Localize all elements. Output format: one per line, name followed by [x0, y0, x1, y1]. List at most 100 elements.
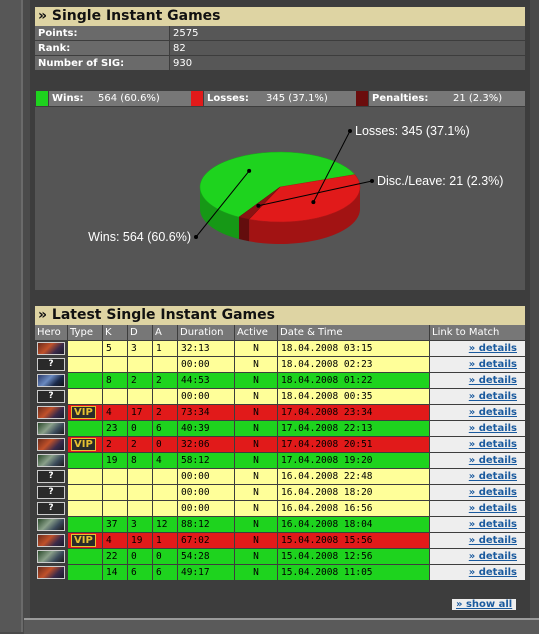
hero-portrait-icon: [37, 374, 65, 387]
hero-cell: [35, 565, 67, 580]
hero-portrait-icon: [37, 566, 65, 579]
pie-leader-line: [258, 180, 373, 207]
date-cell: 18.04.2008 00:35: [278, 389, 429, 404]
hero-cell: [35, 405, 67, 420]
vip-badge: VIP: [71, 406, 96, 419]
details-cell: » details: [430, 421, 525, 436]
deaths-cell: 0: [128, 549, 152, 564]
chart-legend: Wins: 564 (60.6%) Losses: 345 (37.1%) Pe…: [35, 91, 525, 107]
table-row: ? 00:00 N 18.04.2008 02:23 » details: [35, 357, 525, 372]
hero-portrait-icon: [37, 550, 65, 563]
deaths-cell: 6: [128, 565, 152, 580]
col-duration: Duration: [178, 325, 234, 340]
active-cell: N: [235, 485, 277, 500]
hero-portrait-icon: [37, 342, 65, 355]
penalties-swatch: [356, 91, 368, 106]
details-link[interactable]: » details: [468, 567, 517, 578]
details-cell: » details: [430, 565, 525, 580]
stats-table: Points: 2575 Rank: 82 Number of SIG: 930: [34, 25, 526, 71]
pie-label: Disc./Leave: 21 (2.3%): [377, 174, 503, 188]
stats-row: Points: 2575: [35, 26, 525, 40]
date-cell: 16.04.2008 18:20: [278, 485, 429, 500]
details-cell: » details: [430, 485, 525, 500]
kills-cell: 4: [103, 405, 127, 420]
deaths-cell: 19: [128, 533, 152, 548]
pie-label: Losses: 345 (37.1%): [355, 124, 470, 138]
details-link[interactable]: » details: [468, 407, 517, 418]
deaths-cell: 3: [128, 341, 152, 356]
kills-cell: 5: [103, 341, 127, 356]
type-cell: [68, 549, 102, 564]
pie-leader-dot: [370, 179, 374, 183]
assists-cell: [153, 389, 177, 404]
details-cell: » details: [430, 437, 525, 452]
type-cell: VIP: [68, 405, 102, 420]
active-cell: N: [235, 453, 277, 468]
date-cell: 17.04.2008 20:51: [278, 437, 429, 452]
kills-cell: 2: [103, 437, 127, 452]
details-link[interactable]: » details: [468, 535, 517, 546]
legend-penalties-value: 21 (2.3%): [450, 91, 525, 106]
kills-cell: 19: [103, 453, 127, 468]
pie-leader-dot: [194, 235, 198, 239]
details-link[interactable]: » details: [468, 503, 517, 514]
table-row: 37 3 12 88:12 N 16.04.2008 18:04 » details: [35, 517, 525, 532]
details-link[interactable]: » details: [468, 487, 517, 498]
type-cell: [68, 485, 102, 500]
hero-cell: [35, 517, 67, 532]
pie-side-2: [238, 217, 250, 242]
active-cell: N: [235, 437, 277, 452]
duration-cell: 54:28: [178, 549, 234, 564]
pie-leader-line: [195, 170, 250, 238]
deaths-cell: 17: [128, 405, 152, 420]
active-cell: N: [235, 421, 277, 436]
hero-cell: ?: [35, 485, 67, 500]
kills-cell: 4: [103, 533, 127, 548]
date-cell: 17.04.2008 19:20: [278, 453, 429, 468]
active-cell: N: [235, 517, 277, 532]
stat-value: 930: [170, 56, 525, 70]
kills-cell: 22: [103, 549, 127, 564]
duration-cell: 73:34: [178, 405, 234, 420]
assists-cell: 1: [153, 533, 177, 548]
details-link[interactable]: » details: [468, 391, 517, 402]
table-row: 14 6 6 49:17 N 15.04.2008 11:05» details: [35, 565, 525, 580]
pie-leader-dot: [348, 129, 352, 133]
duration-cell: 58:12: [178, 453, 234, 468]
kills-cell: [103, 501, 127, 516]
active-cell: N: [235, 501, 277, 516]
kills-cell: 14: [103, 565, 127, 580]
bottom-scroll-bar: [24, 618, 539, 634]
details-link[interactable]: » details: [468, 343, 517, 354]
hero-cell: [35, 421, 67, 436]
hero-cell: [35, 533, 67, 548]
pie-leader-dot: [311, 200, 316, 205]
show-all-link[interactable]: » show all: [452, 599, 517, 610]
active-cell: N: [235, 341, 277, 356]
table-row: 19 8 4 58:12 N 17.04.2008 19:20 » details: [35, 453, 525, 468]
assists-cell: 0: [153, 549, 177, 564]
details-link[interactable]: » details: [468, 375, 517, 386]
assists-cell: 0: [153, 437, 177, 452]
details-link[interactable]: » details: [468, 471, 517, 482]
legend-losses-label: Losses:: [204, 91, 264, 106]
stats-row: Number of SIG: 930: [35, 56, 525, 70]
hero-portrait-icon: [37, 438, 65, 451]
details-link[interactable]: » details: [468, 423, 517, 434]
details-link[interactable]: » details: [468, 439, 517, 450]
date-cell: 17.04.2008 22:13: [278, 421, 429, 436]
type-cell: [68, 421, 102, 436]
duration-cell: 88:12: [178, 517, 234, 532]
details-link[interactable]: » details: [468, 519, 517, 530]
details-link[interactable]: » details: [468, 359, 517, 370]
table-row: ? 00:00 N 16.04.2008 18:20 » details: [35, 485, 525, 500]
hero-cell: [35, 453, 67, 468]
type-cell: [68, 373, 102, 388]
hero-cell: ?: [35, 469, 67, 484]
pie-slice-0: [199, 151, 356, 218]
details-cell: » details: [430, 549, 525, 564]
details-link[interactable]: » details: [468, 551, 517, 562]
pie-side-0: [200, 187, 239, 240]
pie-leader-line: [312, 130, 351, 203]
details-link[interactable]: » details: [468, 455, 517, 466]
